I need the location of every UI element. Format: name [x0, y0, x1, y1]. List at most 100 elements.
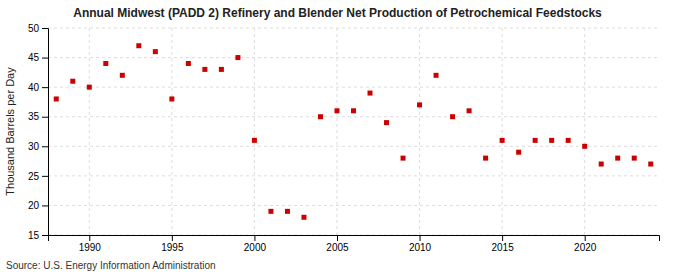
- point: [599, 162, 604, 167]
- tick: 2015: [491, 235, 514, 253]
- tick: 30: [28, 141, 48, 152]
- point: [648, 162, 653, 167]
- point: [549, 138, 554, 143]
- grid-line: [502, 28, 503, 235]
- tick-mark: [585, 235, 586, 241]
- point: [401, 156, 406, 161]
- tick-label: 35: [28, 111, 40, 122]
- chart: Annual Midwest (PADD 2) Refinery and Ble…: [0, 0, 675, 275]
- point: [318, 114, 323, 119]
- tick: 35: [28, 111, 48, 122]
- grid-line: [254, 28, 255, 235]
- point: [169, 96, 174, 101]
- tick: 50: [28, 23, 48, 34]
- tick: 1995: [161, 235, 184, 253]
- tick-label: 2000: [244, 242, 267, 253]
- point: [384, 120, 389, 125]
- point: [301, 215, 306, 220]
- point: [417, 102, 422, 107]
- tick-mark: [42, 58, 48, 59]
- point: [533, 138, 538, 143]
- point: [483, 156, 488, 161]
- tick-mark: [42, 235, 48, 236]
- grid-line: [48, 205, 659, 206]
- grid-line: [48, 146, 659, 147]
- tick-label: 2020: [574, 242, 597, 253]
- point: [103, 61, 108, 66]
- axis-line: [42, 29, 49, 236]
- grid: [48, 28, 659, 235]
- tick-mark: [172, 235, 173, 241]
- grid-line: [171, 28, 172, 235]
- grid-line: [48, 175, 659, 176]
- point: [252, 138, 257, 143]
- plot: 1990 1995 2000 2005 2010 2015 2020 15 20 25 30 35 40…: [4, 23, 660, 253]
- point: [334, 108, 339, 113]
- point: [368, 91, 373, 96]
- tick: 45: [28, 52, 48, 63]
- points: [54, 43, 653, 220]
- tick-mark: [42, 28, 48, 29]
- tick: 25: [28, 171, 48, 182]
- point: [450, 114, 455, 119]
- tick-label: 1990: [79, 242, 102, 253]
- point: [219, 67, 224, 72]
- tick-mark: [254, 235, 255, 241]
- tick-mark: [42, 176, 48, 177]
- grid-line: [48, 57, 659, 58]
- point: [54, 96, 59, 101]
- tick-mark: [42, 117, 48, 118]
- point: [467, 108, 472, 113]
- tick: 2010: [409, 235, 432, 253]
- tick-label: 2010: [409, 242, 432, 253]
- tick: 40: [28, 82, 48, 93]
- point: [87, 85, 92, 90]
- point: [70, 79, 75, 84]
- point: [566, 138, 571, 143]
- x-axis: 1990 1995 2000 2005 2010 2015 2020: [49, 235, 660, 253]
- point: [615, 156, 620, 161]
- tick: 1990: [79, 235, 102, 253]
- grid-line: [89, 28, 90, 235]
- tick-mark: [502, 235, 503, 241]
- tick-mark: [42, 146, 48, 147]
- point: [235, 55, 240, 60]
- grid-line: [48, 116, 659, 117]
- tick-mark: [420, 235, 421, 241]
- tick-label: 2015: [491, 242, 514, 253]
- point: [120, 73, 125, 78]
- point: [434, 73, 439, 78]
- tick-mark: [42, 87, 48, 88]
- tick-label: 50: [28, 23, 40, 34]
- point: [186, 61, 191, 66]
- point: [582, 144, 587, 149]
- tick-label: 20: [28, 200, 40, 211]
- point: [632, 156, 637, 161]
- point: [268, 209, 273, 214]
- tick-label: 40: [28, 82, 40, 93]
- tick: 2000: [244, 235, 267, 253]
- grid-line: [48, 28, 659, 29]
- tick-label: 45: [28, 52, 40, 63]
- y-axis-label: Thousand Barrels per Day: [4, 67, 16, 196]
- grid-line: [419, 28, 420, 235]
- y-axis: 15 20 25 30 35 40 45 50: [28, 23, 49, 241]
- point: [351, 108, 356, 113]
- tick-label: 25: [28, 171, 40, 182]
- grid-line: [584, 28, 585, 235]
- source-note: Source: U.S. Energy Information Administ…: [6, 260, 216, 271]
- grid-line: [336, 28, 337, 235]
- tick-label: 30: [28, 141, 40, 152]
- tick-label: 15: [28, 230, 40, 241]
- tick-mark: [42, 205, 48, 206]
- tick: 15: [28, 230, 48, 241]
- tick: 2005: [326, 235, 349, 253]
- point: [136, 43, 141, 48]
- tick-label: 1995: [161, 242, 184, 253]
- point: [285, 209, 290, 214]
- point: [202, 67, 207, 72]
- tick: 2020: [574, 235, 597, 253]
- grid-line: [48, 87, 659, 88]
- tick-mark: [89, 235, 90, 241]
- point: [153, 49, 158, 54]
